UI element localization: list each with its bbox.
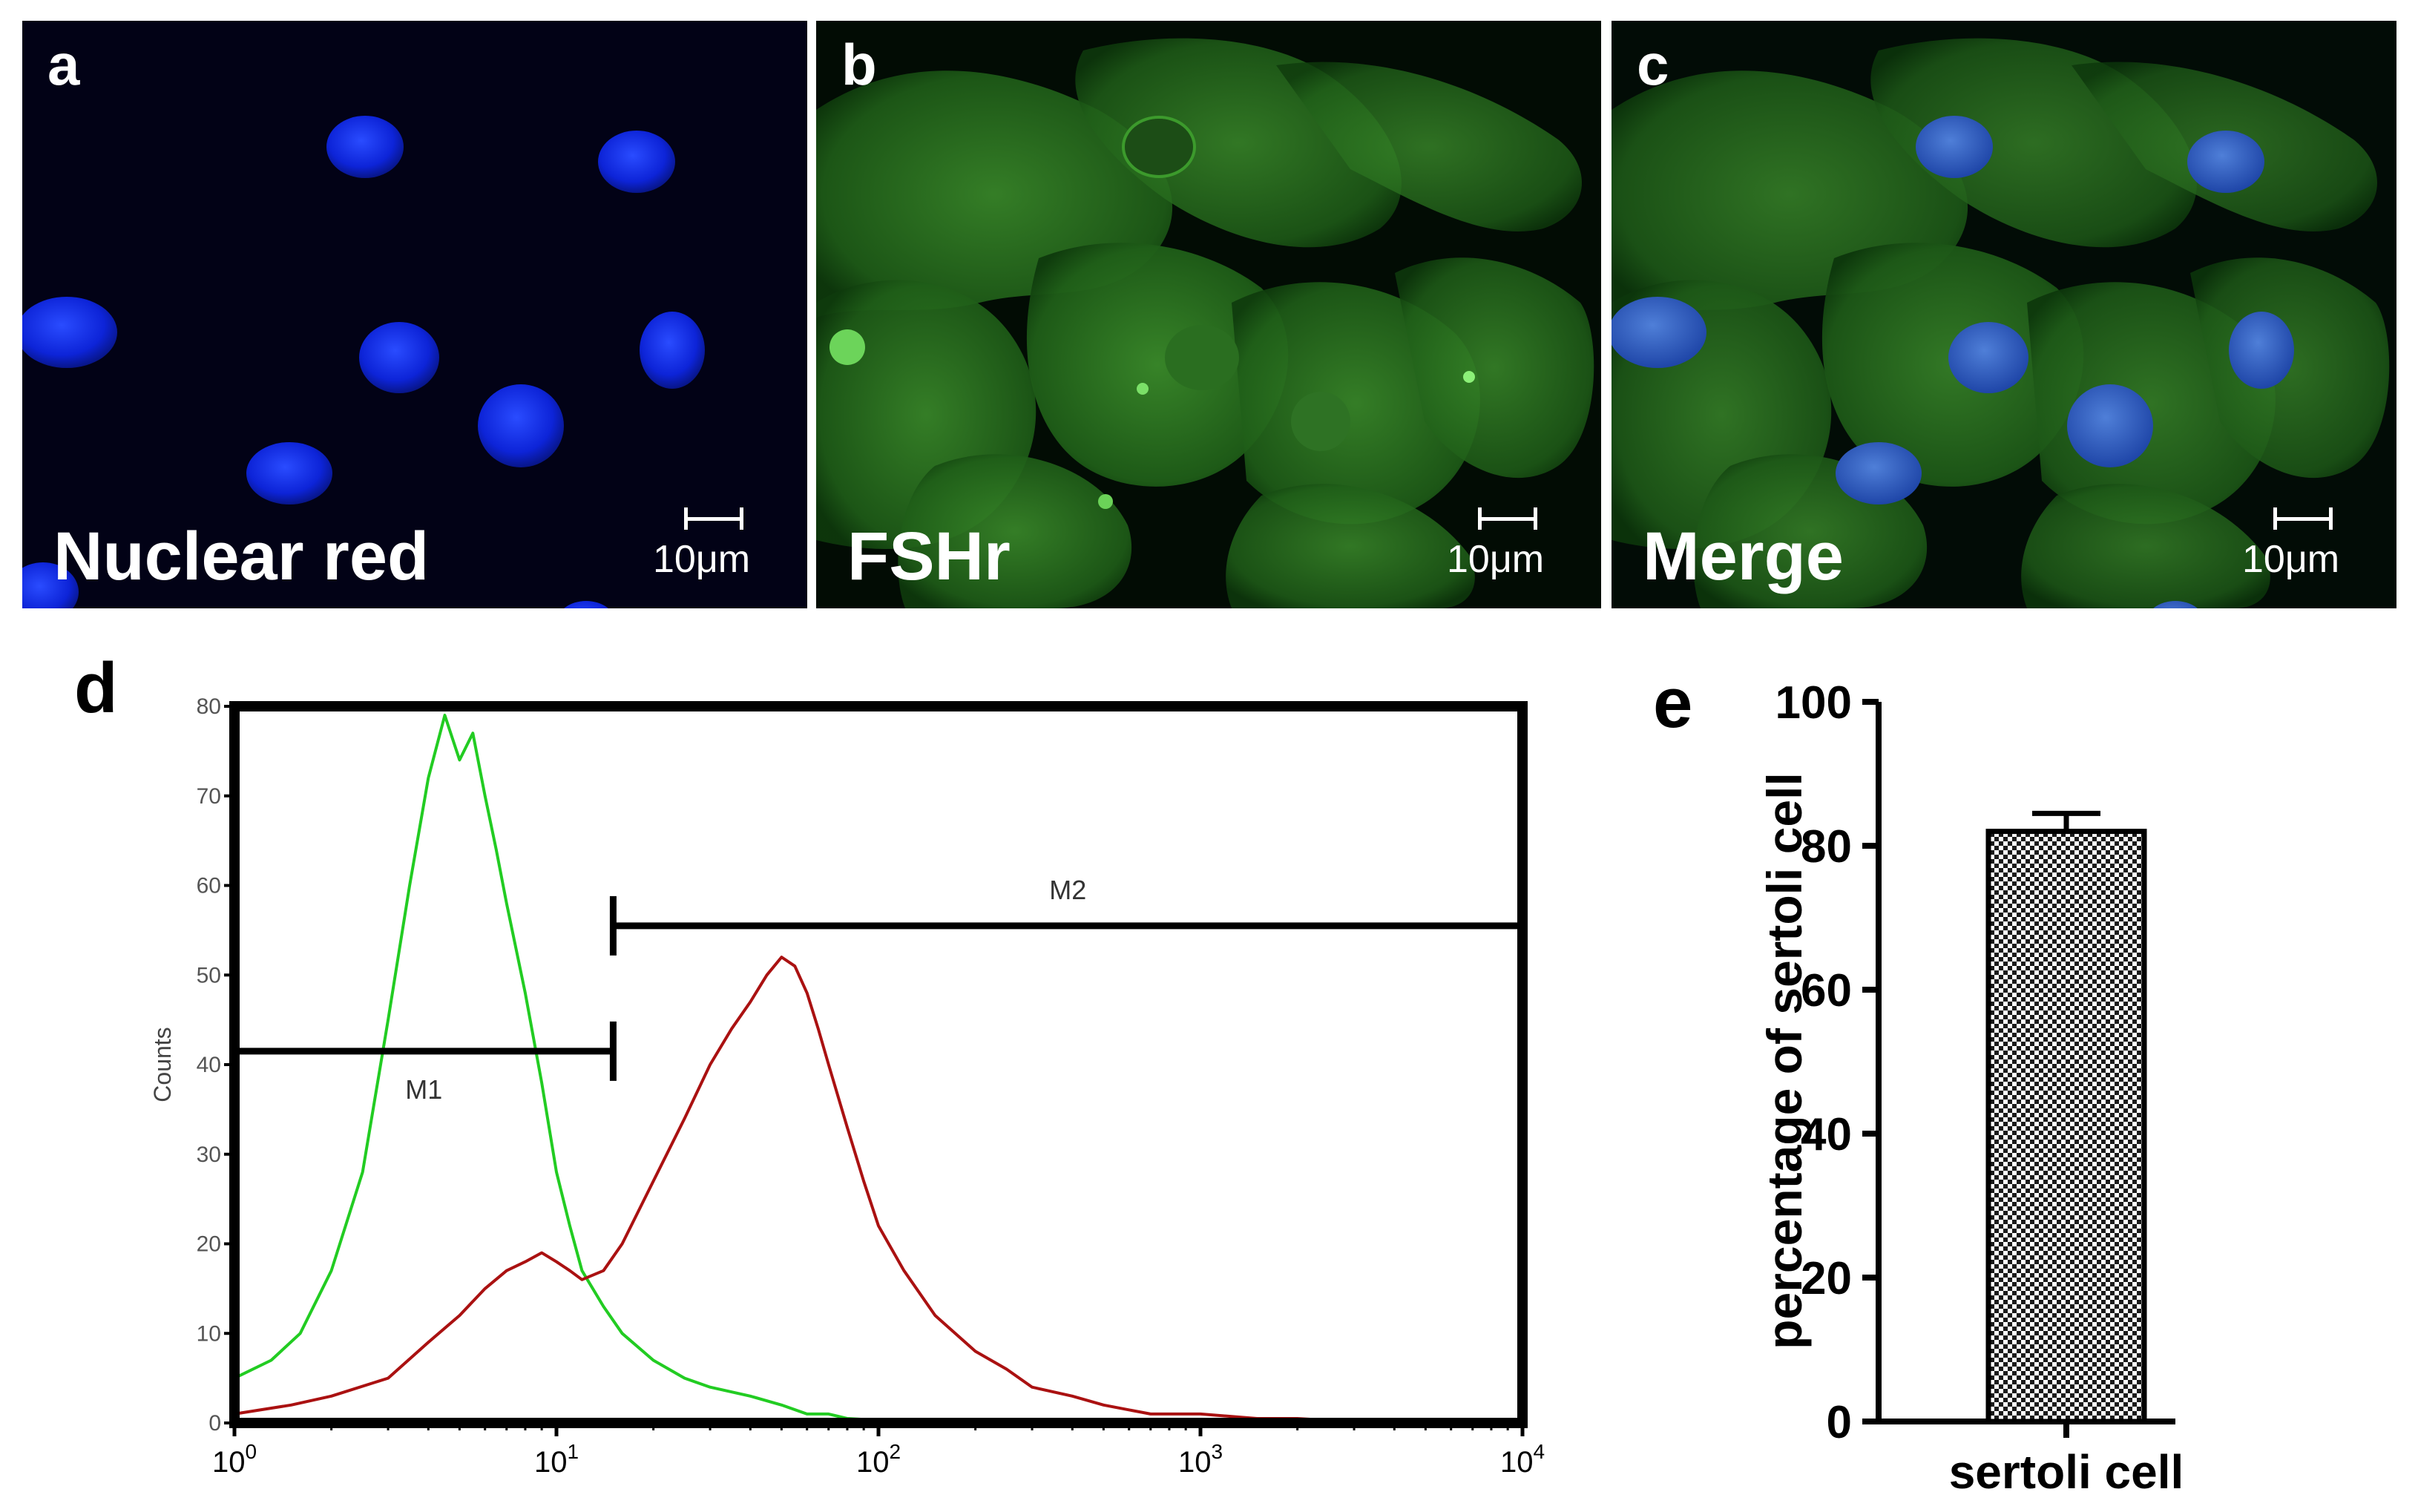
y-axis-label: percentage of sertoli cell xyxy=(1757,772,1812,1350)
y-tick-label: 60 xyxy=(197,874,221,898)
stain-label-a: Nuclear red xyxy=(53,519,430,594)
panel-letter-d: d xyxy=(74,648,118,728)
y-tick-label: 30 xyxy=(197,1143,221,1167)
y-tick-label: 50 xyxy=(197,963,221,987)
gate-label: M2 xyxy=(1049,875,1086,905)
y-tick-label: 20 xyxy=(197,1232,221,1257)
x-tick-label: 100 xyxy=(212,1440,257,1479)
scale-label-c: 10μm xyxy=(2242,538,2340,581)
bar xyxy=(1985,829,2147,1424)
scale-label-b: 10μm xyxy=(1447,538,1545,581)
scale-bar-b xyxy=(1478,507,1537,530)
micrograph-panel-a: a Nuclear red 10μm xyxy=(22,21,807,608)
panel-letter-a: a xyxy=(47,32,80,97)
micrograph-panel-b: b FSHr 10μm xyxy=(816,21,1601,608)
y-axis-label: Counts xyxy=(149,1027,176,1102)
stain-label-b: FSHr xyxy=(847,519,1011,594)
panel-letter-e: e xyxy=(1653,663,1693,743)
y-tick-label: 60 xyxy=(1801,965,1852,1016)
x-tick-label: 101 xyxy=(534,1440,579,1479)
y-tick-label: 70 xyxy=(197,784,221,809)
scale-label-a: 10μm xyxy=(653,538,751,581)
fshr-stain-image xyxy=(816,38,1594,608)
nuclear-stain-image xyxy=(22,116,705,608)
gate-label: M1 xyxy=(405,1074,442,1105)
y-tick-label: 100 xyxy=(1775,677,1852,729)
panel-letter-b: b xyxy=(841,32,877,97)
bar-group: 0 20 40 60 80 100 percentage of sertoli cell se… xyxy=(1757,677,2184,1499)
x-tick-label: sertoli cell xyxy=(1949,1445,2184,1499)
x-tick-label: 102 xyxy=(856,1440,901,1479)
micrograph-panel-c: c Merge 10μm xyxy=(1612,21,2396,608)
y-tick-label: 80 xyxy=(197,694,221,719)
panel-letter-c: c xyxy=(1637,32,1669,97)
scale-bar-c xyxy=(2273,507,2333,530)
merge-image xyxy=(1612,38,2390,608)
y-tick-label: 10 xyxy=(197,1321,221,1346)
y-tick-label: 40 xyxy=(1801,1109,1852,1160)
histogram-series-line xyxy=(234,714,926,1424)
histogram-series-group xyxy=(234,714,1355,1424)
scale-bar-a xyxy=(684,507,743,530)
histogram-frame xyxy=(229,701,1528,1428)
y-tick-label: 20 xyxy=(1801,1253,1852,1304)
x-tick-label: 104 xyxy=(1500,1440,1545,1479)
y-tick-label: 80 xyxy=(1801,821,1852,872)
y-tick-label: 0 xyxy=(208,1411,221,1436)
y-tick-label: 0 xyxy=(1827,1397,1852,1448)
x-tick-label: 103 xyxy=(1178,1440,1223,1479)
stain-label-c: Merge xyxy=(1643,519,1844,594)
y-tick-label: 40 xyxy=(197,1053,221,1077)
histogram-series-line xyxy=(234,956,1355,1424)
